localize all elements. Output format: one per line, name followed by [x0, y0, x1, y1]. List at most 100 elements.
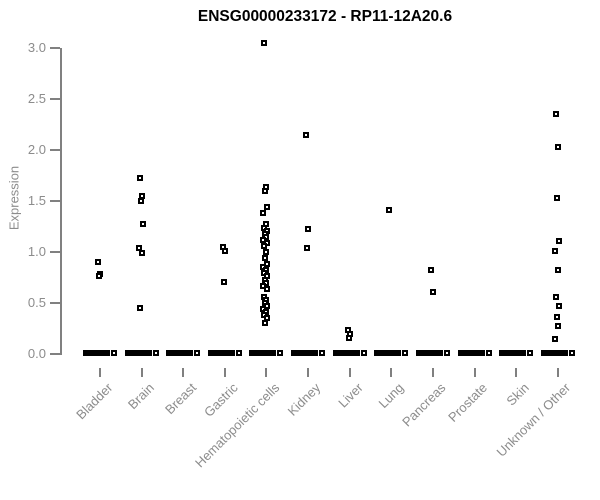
- data-point: [96, 273, 102, 280]
- y-tick-label: 3.0: [27, 40, 46, 55]
- data-point: [319, 350, 326, 356]
- data-point: [551, 335, 558, 342]
- x-category-label: Gastric: [200, 380, 241, 420]
- data-point: [135, 244, 142, 251]
- x-tick: [265, 368, 268, 377]
- zero-cluster-bar: [499, 350, 527, 356]
- data-point: [262, 255, 269, 262]
- data-point: [527, 350, 534, 356]
- data-point: [386, 207, 393, 214]
- data-point: [443, 350, 450, 356]
- data-point: [554, 143, 561, 150]
- data-point: [360, 350, 367, 356]
- zero-cluster-bar: [249, 350, 277, 356]
- data-point: [277, 350, 284, 356]
- x-category-label: Pancreas: [399, 380, 449, 430]
- data-point: [263, 233, 270, 240]
- x-category-label: Prostate: [445, 380, 491, 425]
- chart-title: ENSG00000233172 - RP11-12A20.6: [197, 8, 453, 25]
- x-tick: [140, 368, 143, 377]
- data-point: [402, 350, 409, 356]
- data-point: [568, 350, 575, 356]
- zero-cluster-bar: [166, 350, 194, 356]
- data-point: [429, 288, 436, 295]
- y-tick-label: 0.5: [27, 295, 46, 310]
- y-axis-line: [60, 48, 62, 355]
- zero-cluster-bar: [540, 350, 568, 356]
- data-point: [555, 303, 562, 310]
- zero-cluster-bar: [124, 350, 152, 356]
- data-point: [139, 221, 146, 228]
- zero-cluster-bar: [374, 350, 402, 356]
- data-point: [304, 244, 311, 251]
- data-point: [553, 314, 560, 321]
- data-point: [262, 187, 269, 194]
- data-point: [305, 225, 312, 232]
- data-point: [554, 323, 561, 330]
- x-category-label: Unknown / Other: [493, 380, 574, 460]
- x-tick: [223, 368, 226, 377]
- zero-cluster-bar: [415, 350, 443, 356]
- y-tick: [50, 200, 60, 202]
- data-point: [220, 278, 227, 285]
- data-point: [555, 237, 562, 244]
- x-tick: [515, 368, 518, 377]
- y-tick: [50, 302, 60, 304]
- y-tick-label: 2.0: [27, 142, 46, 157]
- x-category-label: Brain: [125, 380, 158, 413]
- data-point: [138, 192, 145, 199]
- zero-cluster-bar: [291, 350, 319, 356]
- x-tick: [390, 368, 393, 377]
- data-point: [221, 247, 228, 254]
- x-tick: [307, 368, 310, 377]
- x-category-label: Liver: [334, 380, 366, 411]
- data-point: [138, 250, 145, 257]
- y-tick: [50, 251, 60, 253]
- data-point: [263, 249, 270, 255]
- zero-cluster-bar: [207, 350, 235, 356]
- x-tick: [99, 368, 101, 377]
- x-category-label: Bladder: [73, 380, 116, 423]
- data-point: [303, 131, 310, 138]
- y-tick: [50, 353, 60, 355]
- zero-cluster-bar: [83, 350, 110, 356]
- x-category-label: Lung: [375, 380, 407, 412]
- data-point: [260, 210, 267, 217]
- y-tick: [50, 47, 60, 49]
- zero-cluster-bar: [332, 350, 360, 356]
- data-point: [136, 305, 143, 312]
- x-category-label: Kidney: [285, 380, 324, 419]
- zero-cluster-bar: [457, 350, 485, 356]
- data-point: [264, 285, 271, 292]
- data-point: [261, 39, 268, 46]
- x-tick: [556, 368, 559, 377]
- data-point: [95, 259, 101, 266]
- y-tick-label: 0.0: [27, 346, 46, 361]
- data-point: [345, 334, 352, 341]
- y-tick: [50, 98, 60, 100]
- data-point: [552, 111, 559, 118]
- x-tick: [348, 368, 351, 377]
- y-tick-label: 2.5: [27, 91, 46, 106]
- data-point: [552, 293, 559, 300]
- data-point: [264, 303, 271, 310]
- data-point: [137, 198, 144, 204]
- data-point: [264, 261, 271, 268]
- data-point: [263, 279, 270, 286]
- data-point: [152, 350, 159, 356]
- y-tick: [50, 149, 60, 151]
- data-point: [553, 194, 560, 201]
- data-point: [262, 320, 269, 327]
- data-point: [427, 267, 434, 274]
- y-tick-label: 1.0: [27, 244, 46, 259]
- data-point: [264, 239, 271, 246]
- data-point: [485, 350, 492, 356]
- data-point: [260, 282, 267, 289]
- data-point: [260, 236, 267, 243]
- data-point: [235, 350, 242, 356]
- y-tick-label: 1.5: [27, 193, 46, 208]
- data-point: [264, 204, 271, 211]
- x-tick: [431, 368, 434, 377]
- data-point: [111, 350, 117, 356]
- data-point: [136, 174, 143, 181]
